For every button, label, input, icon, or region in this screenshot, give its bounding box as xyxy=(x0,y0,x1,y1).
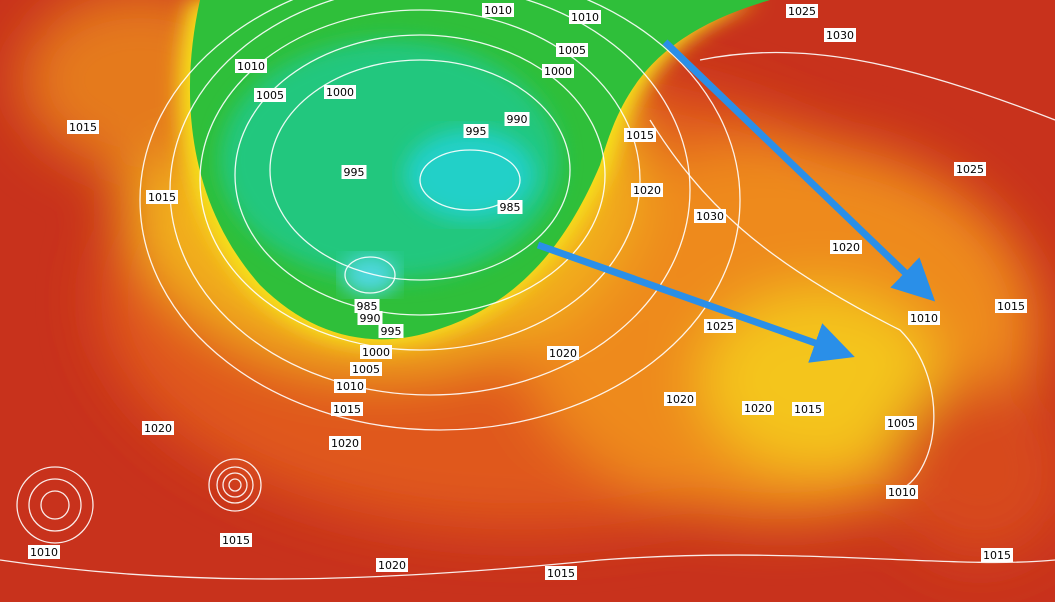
isobar-label: 1025 xyxy=(956,163,984,176)
isobar-label: 985 xyxy=(357,300,378,313)
isobar-label: 1025 xyxy=(788,5,816,18)
isobar-label: 1015 xyxy=(547,567,575,580)
isobar-label: 1020 xyxy=(666,393,694,406)
isobar-label: 1030 xyxy=(826,29,854,42)
label-box xyxy=(792,402,824,416)
label-box xyxy=(547,346,579,360)
label-box xyxy=(885,416,917,430)
label-box xyxy=(324,85,356,99)
label-box xyxy=(331,402,363,416)
label-box xyxy=(220,533,252,547)
isobar-label: 1025 xyxy=(706,320,734,333)
label-box xyxy=(664,392,696,406)
isobar-label: 1010 xyxy=(910,312,938,325)
label-box xyxy=(995,299,1027,313)
label-box xyxy=(67,120,99,134)
label-box xyxy=(504,112,530,126)
isobar-label: 1000 xyxy=(362,346,390,359)
label-box xyxy=(463,124,489,138)
isobar-label: 990 xyxy=(360,312,381,325)
isobar-label: 1010 xyxy=(888,486,916,499)
arrow xyxy=(662,39,936,302)
label-box xyxy=(786,4,818,18)
label-box xyxy=(378,324,404,338)
isobar-label: 1010 xyxy=(237,60,265,73)
label-box xyxy=(742,401,774,415)
label-box xyxy=(556,43,588,57)
label-box xyxy=(350,362,382,376)
label-box xyxy=(329,436,361,450)
isobar-label: 1020 xyxy=(378,559,406,572)
isobar-label: 1020 xyxy=(144,422,172,435)
label-box xyxy=(360,345,392,359)
isobar-label: 1015 xyxy=(997,300,1025,313)
label-box xyxy=(981,548,1013,562)
isobar-label: 1015 xyxy=(222,534,250,547)
isobar-label: 1005 xyxy=(558,44,586,57)
label-box xyxy=(497,200,523,214)
label-box xyxy=(624,128,656,142)
isobar-label: 985 xyxy=(500,201,521,214)
label-box xyxy=(631,183,663,197)
isobar-label: 1015 xyxy=(983,549,1011,562)
isobar-label: 1005 xyxy=(256,89,284,102)
isobar-label: 1020 xyxy=(549,347,577,360)
isobar-label: 990 xyxy=(507,113,528,126)
isobar-label: 995 xyxy=(466,125,487,138)
label-box xyxy=(334,379,366,393)
label-box xyxy=(830,240,862,254)
label-box xyxy=(235,59,267,73)
label-box xyxy=(341,165,367,179)
isobar-label: 1005 xyxy=(352,363,380,376)
arrow xyxy=(536,241,855,363)
isobar-label: 1010 xyxy=(484,4,512,17)
label-box xyxy=(357,311,383,325)
isobar-label: 995 xyxy=(381,325,402,338)
arrows xyxy=(536,39,936,363)
label-box xyxy=(908,311,940,325)
isobar-label: 1005 xyxy=(887,417,915,430)
label-box xyxy=(542,64,574,78)
isobar-label: 1030 xyxy=(696,210,724,223)
label-box xyxy=(254,88,286,102)
label-box xyxy=(954,162,986,176)
label-box xyxy=(704,319,736,333)
isobar-label: 1020 xyxy=(744,402,772,415)
label-box xyxy=(886,485,918,499)
isobar-label: 1000 xyxy=(544,65,572,78)
isobar-label: 1020 xyxy=(832,241,860,254)
label-box xyxy=(482,3,514,17)
isobar-label: 1010 xyxy=(30,546,58,559)
isobar-label: 1010 xyxy=(571,11,599,24)
isobar-label: 1015 xyxy=(69,121,97,134)
label-box xyxy=(545,566,577,580)
label-box xyxy=(824,28,856,42)
label-box xyxy=(376,558,408,572)
isobar-label: 1015 xyxy=(626,129,654,142)
isobar-label: 1015 xyxy=(148,191,176,204)
label-box xyxy=(569,10,601,24)
label-box xyxy=(142,421,174,435)
isobar-label: 1000 xyxy=(326,86,354,99)
isobars xyxy=(0,0,1055,580)
isobar-label: 1015 xyxy=(333,403,361,416)
label-box xyxy=(146,190,178,204)
label-box xyxy=(28,545,60,559)
label-box xyxy=(354,299,380,313)
isobar-label: 1010 xyxy=(336,380,364,393)
label-box xyxy=(694,209,726,223)
isobar-label: 1020 xyxy=(331,437,359,450)
isobar-labels: 1010 1010 1025 1030 1010 1005 1000 1005 1000 1015… xyxy=(28,3,1027,580)
isobar-label: 995 xyxy=(344,166,365,179)
isobar-label: 1015 xyxy=(794,403,822,416)
isobar-label: 1020 xyxy=(633,184,661,197)
